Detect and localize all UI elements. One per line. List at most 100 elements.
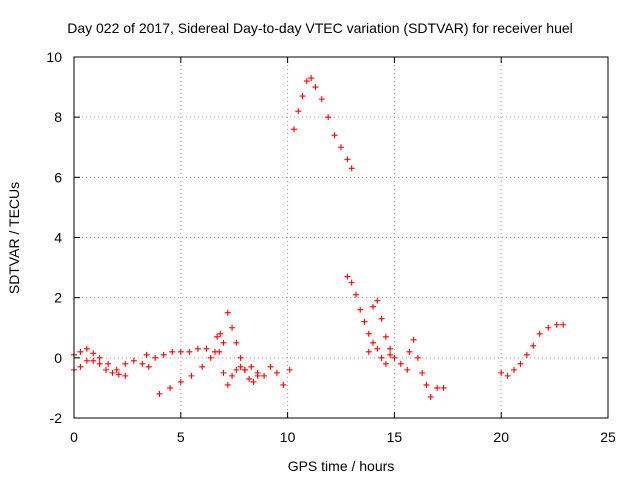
data-point bbox=[365, 330, 372, 337]
data-point bbox=[387, 351, 394, 358]
data-point bbox=[560, 321, 567, 328]
data-point bbox=[113, 366, 120, 373]
data-point bbox=[169, 348, 176, 355]
data-point bbox=[523, 351, 530, 358]
data-point bbox=[90, 357, 97, 364]
chart-title: Day 022 of 2017, Sidereal Day-to-day VTE… bbox=[67, 20, 573, 36]
data-point bbox=[273, 369, 280, 376]
data-point bbox=[237, 363, 244, 370]
data-point bbox=[224, 309, 231, 316]
data-point bbox=[233, 339, 240, 346]
data-point bbox=[254, 369, 261, 376]
data-point bbox=[348, 279, 355, 286]
x-tick-label: 0 bbox=[70, 429, 78, 445]
data-point bbox=[139, 360, 146, 367]
series-arc-2 bbox=[143, 345, 218, 361]
data-point bbox=[530, 342, 537, 349]
series-arc-6 bbox=[344, 273, 411, 373]
y-tick-label: 8 bbox=[54, 109, 62, 125]
grid-layer bbox=[74, 57, 608, 418]
data-point bbox=[115, 371, 122, 378]
data-point bbox=[77, 348, 84, 355]
data-point bbox=[406, 348, 413, 355]
data-point bbox=[517, 360, 524, 367]
series-arc-8 bbox=[498, 321, 567, 379]
data-point bbox=[220, 339, 227, 346]
data-point bbox=[357, 306, 364, 313]
data-point bbox=[312, 84, 319, 91]
data-point bbox=[397, 360, 404, 367]
data-point bbox=[344, 156, 351, 163]
data-point bbox=[167, 384, 174, 391]
series-arc-4a bbox=[214, 309, 261, 385]
data-point bbox=[378, 354, 385, 361]
data-point bbox=[177, 378, 184, 385]
data-point bbox=[410, 336, 417, 343]
series-arc-7 bbox=[406, 336, 447, 400]
data-point bbox=[365, 348, 372, 355]
data-points bbox=[71, 75, 567, 400]
data-point bbox=[498, 369, 505, 376]
series-arc-1a bbox=[71, 345, 152, 373]
data-point bbox=[504, 372, 511, 379]
y-tick-label: 4 bbox=[54, 230, 62, 246]
series-arc-4b bbox=[220, 363, 293, 388]
data-point bbox=[308, 75, 315, 82]
data-point bbox=[440, 384, 447, 391]
data-point bbox=[419, 369, 426, 376]
data-point bbox=[143, 351, 150, 358]
data-point bbox=[344, 273, 351, 280]
data-point bbox=[295, 108, 302, 115]
data-point bbox=[160, 351, 167, 358]
data-point bbox=[370, 303, 377, 310]
data-point bbox=[214, 333, 221, 340]
data-point bbox=[207, 354, 214, 361]
series-arc-1b bbox=[71, 357, 129, 379]
data-point bbox=[216, 348, 223, 355]
data-point bbox=[177, 348, 184, 355]
data-point bbox=[229, 372, 236, 379]
data-point bbox=[361, 318, 368, 325]
data-point bbox=[130, 357, 137, 364]
data-point bbox=[427, 393, 434, 400]
data-point bbox=[152, 354, 159, 361]
axis-ticks bbox=[73, 56, 609, 419]
data-point bbox=[103, 366, 110, 373]
x-tick-label: 15 bbox=[387, 429, 403, 445]
data-point bbox=[199, 363, 206, 370]
data-point bbox=[224, 381, 231, 388]
data-point bbox=[90, 350, 97, 357]
data-point bbox=[246, 375, 253, 382]
data-point bbox=[229, 324, 236, 331]
data-point bbox=[188, 372, 195, 379]
y-axis-label: SDTVAR / TECUs bbox=[6, 182, 22, 294]
data-point bbox=[553, 321, 560, 328]
data-point bbox=[374, 345, 381, 352]
series-arc-3 bbox=[156, 348, 223, 397]
data-point bbox=[299, 93, 306, 100]
data-point bbox=[387, 345, 394, 352]
data-point bbox=[109, 369, 116, 376]
data-point bbox=[83, 345, 90, 352]
data-point bbox=[96, 360, 103, 367]
data-point bbox=[237, 354, 244, 361]
data-point bbox=[241, 366, 248, 373]
data-point bbox=[303, 78, 310, 85]
data-point bbox=[105, 360, 112, 367]
data-point bbox=[338, 144, 344, 151]
y-tick-label: 0 bbox=[54, 350, 62, 366]
data-point bbox=[286, 366, 293, 373]
data-point bbox=[250, 378, 257, 385]
data-point bbox=[248, 363, 255, 370]
data-point bbox=[122, 360, 129, 367]
data-point bbox=[194, 345, 201, 352]
data-point bbox=[536, 330, 543, 337]
data-point bbox=[423, 381, 430, 388]
data-point bbox=[414, 354, 421, 361]
data-point bbox=[96, 354, 103, 361]
x-tick-label: 25 bbox=[600, 429, 616, 445]
y-tick-label: 6 bbox=[54, 169, 62, 185]
data-point bbox=[83, 357, 90, 364]
data-point bbox=[545, 324, 552, 331]
x-tick-label: 20 bbox=[493, 429, 509, 445]
